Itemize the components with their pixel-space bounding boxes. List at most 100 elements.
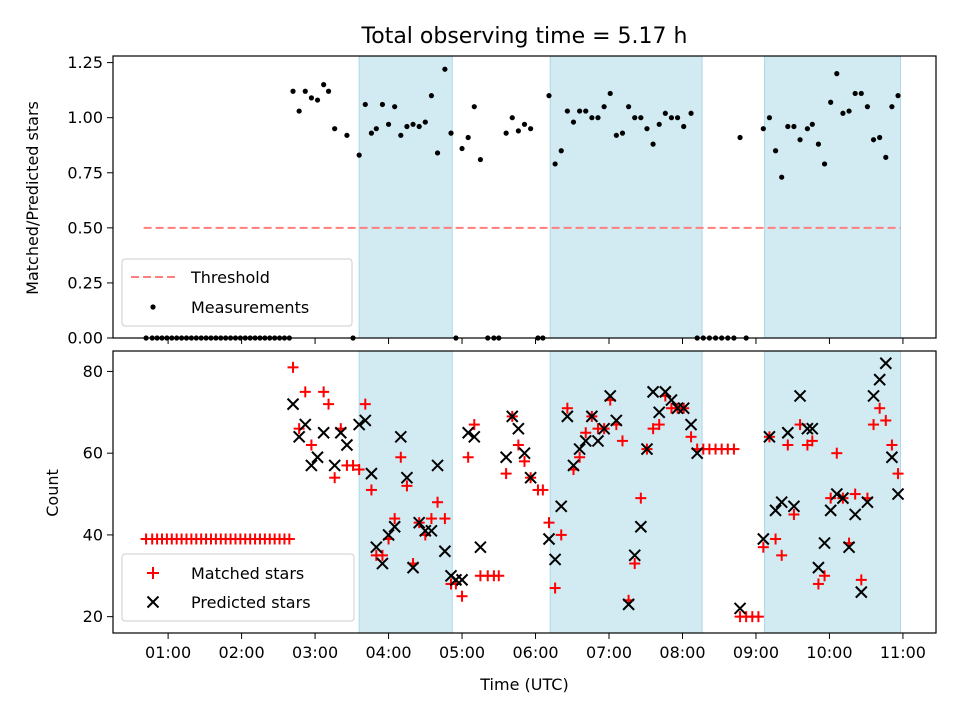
matched-point bbox=[283, 533, 295, 545]
legend-threshold-label: Threshold bbox=[190, 268, 270, 287]
matched-point bbox=[549, 582, 561, 594]
predicted-point bbox=[359, 414, 372, 427]
measurement-point bbox=[564, 108, 570, 114]
chart-title: Total observing time = 5.17 h bbox=[361, 24, 688, 49]
measurement-point bbox=[442, 66, 448, 72]
x-tick-label: 09:00 bbox=[733, 643, 779, 662]
predicted-point bbox=[855, 585, 868, 599]
predicted-point bbox=[787, 500, 801, 513]
matched-point bbox=[886, 439, 898, 451]
measurement-point bbox=[422, 119, 428, 125]
measurement-point bbox=[766, 115, 773, 121]
predicted-point bbox=[646, 385, 660, 399]
observing-span-3 bbox=[764, 55, 901, 339]
legend-predicted-marker bbox=[146, 595, 160, 609]
measurement-point bbox=[840, 110, 846, 116]
measurement-point bbox=[416, 123, 422, 130]
predicted-point bbox=[653, 406, 666, 419]
matched-point bbox=[305, 439, 317, 451]
measurement-point bbox=[737, 134, 743, 141]
axes-frame bbox=[112, 350, 937, 634]
measurement-point bbox=[828, 99, 834, 105]
matched-point bbox=[806, 435, 818, 447]
measurement-point bbox=[852, 90, 858, 97]
measurement-point bbox=[521, 121, 528, 127]
y-tick-label: 20 bbox=[83, 607, 103, 626]
observing-span-3 bbox=[764, 350, 901, 634]
predicted-point bbox=[561, 410, 574, 423]
matched-point bbox=[329, 472, 341, 484]
matched-point bbox=[425, 513, 437, 525]
y-tick-label: 1.25 bbox=[67, 53, 103, 72]
matched-point bbox=[500, 468, 512, 480]
measurement-point bbox=[815, 141, 822, 147]
predicted-point bbox=[867, 389, 880, 403]
predicted-point bbox=[431, 459, 444, 472]
measurement-point bbox=[797, 137, 803, 143]
predicted-point bbox=[461, 426, 475, 439]
y-tick-label: 1.00 bbox=[67, 108, 103, 127]
predicted-point bbox=[388, 520, 401, 533]
predicted-point bbox=[382, 528, 395, 542]
measurement-point bbox=[385, 121, 392, 127]
y-axis-label-bottom: Count bbox=[43, 469, 62, 517]
predicted-point bbox=[806, 422, 819, 435]
predicted-point bbox=[684, 418, 698, 431]
measurement-point bbox=[595, 115, 601, 121]
measurement-point bbox=[601, 104, 607, 110]
top-panel: 0.00 0.25 0.50 0.75 1.00 1.25 bbox=[67, 53, 937, 348]
matched-point bbox=[432, 496, 444, 508]
matched-point bbox=[359, 398, 371, 410]
matched-point bbox=[512, 439, 524, 451]
matched-point bbox=[299, 386, 311, 398]
measurement-point bbox=[570, 119, 577, 125]
observing-span-1 bbox=[358, 350, 453, 634]
predicted-point bbox=[610, 414, 623, 427]
predicted-point bbox=[334, 426, 348, 439]
legend-matched-marker bbox=[147, 567, 159, 579]
predicted-point bbox=[512, 422, 525, 435]
observing-span-1 bbox=[358, 55, 453, 339]
measurement-point bbox=[668, 115, 675, 121]
predicted-point bbox=[757, 532, 770, 546]
axes-frame bbox=[112, 55, 937, 339]
predicted-point bbox=[499, 451, 513, 464]
measurement-point bbox=[785, 123, 791, 130]
predicted-point bbox=[542, 532, 556, 546]
measurement-point bbox=[625, 104, 632, 110]
measurement-point bbox=[877, 134, 883, 141]
measurement-point bbox=[870, 137, 877, 143]
measurement-point bbox=[404, 123, 410, 130]
matched-point bbox=[880, 414, 892, 426]
matched-point bbox=[323, 398, 335, 410]
predicted-point bbox=[801, 422, 814, 435]
matched-point bbox=[543, 517, 555, 529]
measurement-point bbox=[471, 104, 477, 110]
predicted-point bbox=[824, 504, 837, 517]
matched-point bbox=[782, 439, 794, 451]
y-tick-label: 0.75 bbox=[67, 163, 103, 182]
x-axis-label: Time (UTC) bbox=[479, 675, 568, 694]
measurement-point bbox=[552, 161, 558, 167]
measurement-point bbox=[373, 126, 379, 132]
observing-span-2 bbox=[549, 350, 703, 634]
matched-point bbox=[616, 435, 628, 447]
predicted-point bbox=[842, 540, 856, 554]
measurement-point bbox=[607, 90, 613, 97]
measurement-point bbox=[760, 126, 766, 132]
measurement-point bbox=[834, 71, 840, 77]
predicted-point bbox=[690, 446, 704, 460]
legend-bottom: Matched stars Predicted stars bbox=[121, 553, 355, 622]
matched-point bbox=[849, 488, 861, 500]
measurement-point bbox=[589, 115, 595, 121]
predicted-point bbox=[311, 451, 324, 464]
matched-point bbox=[318, 386, 330, 398]
predicted-point bbox=[861, 496, 874, 509]
predicted-point bbox=[885, 451, 899, 464]
measurement-point bbox=[883, 154, 889, 160]
predicted-point bbox=[818, 536, 831, 550]
x-tick-label: 11:00 bbox=[880, 643, 926, 662]
measurement-point bbox=[290, 88, 296, 94]
measurement-point bbox=[314, 97, 321, 103]
